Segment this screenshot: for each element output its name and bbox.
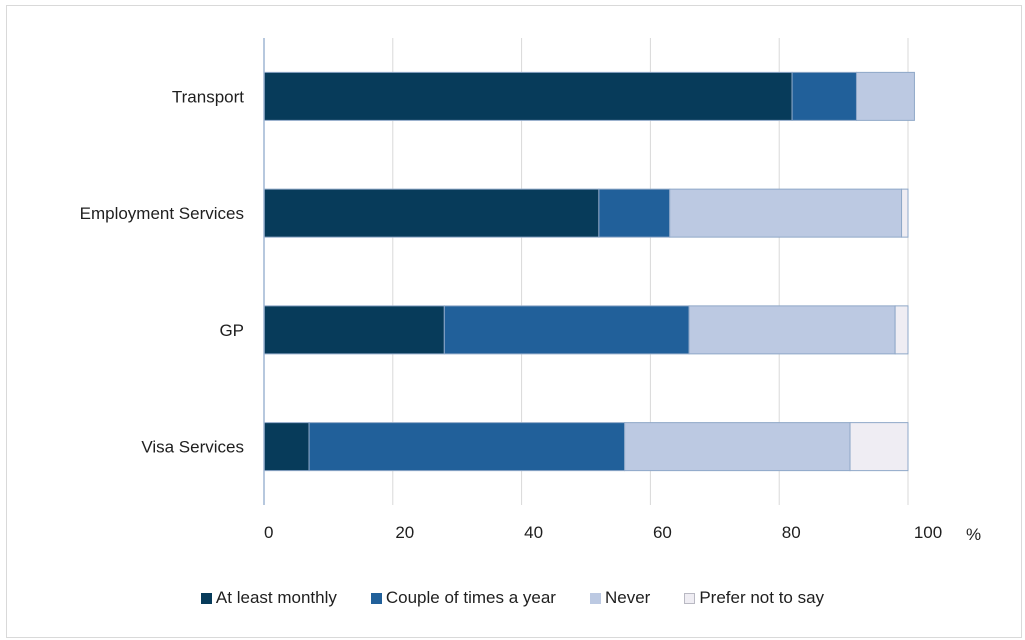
legend-item: Prefer not to say — [684, 588, 824, 608]
bar-employment-services-series-0 — [263, 188, 600, 238]
bar-visa-services-series-3 — [849, 422, 909, 472]
tick-label-40: 40 — [524, 523, 543, 542]
bar-employment-services-series-3 — [901, 188, 909, 238]
bar-employment-services-series-1 — [598, 188, 671, 238]
category-label: Visa Services — [141, 438, 244, 457]
bar-visa-services-series-2 — [624, 422, 851, 472]
bar-transport-series-0 — [263, 71, 793, 121]
legend-item: Couple of times a year — [370, 588, 556, 608]
legend-swatch — [684, 592, 696, 604]
tick-labels: 0 20 40 60 80 100 — [264, 523, 942, 542]
category-label: Transport — [172, 87, 244, 106]
bar-gp-series-3 — [894, 305, 909, 355]
category-label: GP — [219, 321, 244, 340]
category-label: Employment Services — [80, 204, 244, 223]
tick-label-60: 60 — [653, 523, 672, 542]
legend-label: Never — [604, 588, 651, 607]
bar-visa-services-series-0 — [263, 422, 310, 472]
legend-item: Never — [589, 588, 651, 608]
x-axis-unit: % — [966, 525, 981, 544]
bar-transport-series-2 — [855, 71, 915, 121]
legend-label: Prefer not to say — [699, 588, 825, 607]
bar-visa-services-series-1 — [308, 422, 626, 472]
legend-swatch — [589, 592, 601, 604]
legend-label: At least monthly — [215, 588, 337, 607]
tick-label-100: 100 — [914, 523, 942, 542]
legend-label: Couple of times a year — [385, 588, 556, 607]
tick-label-80: 80 — [782, 523, 801, 542]
tick-label-0: 0 — [264, 523, 273, 542]
stacked-bar-chart: Transport Employment Services GP Visa Servi… — [80, 38, 981, 544]
legend-item: At least monthly — [200, 588, 337, 608]
legend: At least monthly Couple of times a year Ne… — [0, 588, 1025, 608]
bar-transport-series-1 — [791, 71, 857, 121]
category-labels: Transport Employment Services GP Visa Servi… — [80, 87, 245, 456]
bar-employment-services-series-2 — [669, 188, 903, 238]
legend-swatch — [200, 592, 212, 604]
tick-label-20: 20 — [395, 523, 414, 542]
bar-gp-series-1 — [443, 305, 690, 355]
bar-gp-series-2 — [688, 305, 896, 355]
bars — [263, 71, 915, 472]
legend-swatch — [370, 592, 382, 604]
bar-gp-series-0 — [263, 305, 445, 355]
